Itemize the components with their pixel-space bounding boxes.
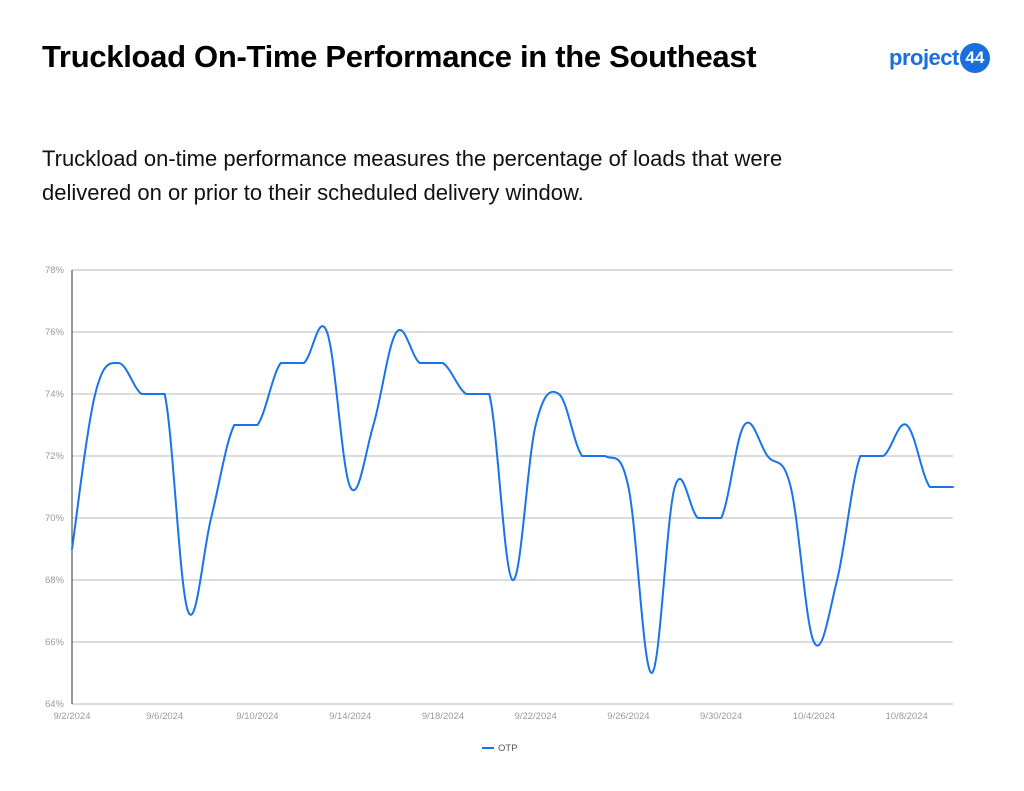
y-tick-label: 64%	[45, 699, 65, 710]
y-axis: 64% 66% 68% 70% 72% 74% 76% 78%	[45, 265, 73, 710]
y-tick-label: 70%	[45, 513, 65, 524]
legend-label: OTP	[498, 743, 518, 754]
y-tick-label: 76%	[45, 327, 65, 338]
grid-lines	[72, 269, 953, 705]
x-axis: 9/2/2024 9/6/2024 9/10/2024 9/14/2024 9/18/2…	[54, 711, 928, 722]
x-tick-label: 10/8/2024	[885, 711, 927, 722]
x-tick-label: 9/2/2024	[54, 711, 91, 722]
x-tick-label: 10/4/2024	[793, 711, 835, 722]
x-tick-label: 9/10/2024	[236, 711, 278, 722]
otp-line-chart: 64% 66% 68% 70% 72% 74% 76% 78% 9/2/2024 9/6/202…	[45, 265, 954, 754]
x-tick-label: 9/18/2024	[422, 711, 464, 722]
x-tick-label: 9/14/2024	[329, 711, 371, 722]
page-title: Truckload On-Time Performance in the Sou…	[42, 39, 757, 74]
y-tick-label: 66%	[45, 637, 65, 648]
logo-text: project	[889, 45, 959, 70]
logo-badge: 44	[959, 43, 990, 73]
project44-logo: project 44	[889, 42, 990, 74]
series-line-otp	[71, 325, 954, 674]
x-tick-label: 9/26/2024	[607, 711, 649, 722]
y-tick-label: 68%	[45, 575, 65, 586]
legend: OTP	[482, 743, 518, 754]
y-tick-label: 78%	[45, 265, 65, 276]
x-tick-label: 9/30/2024	[700, 711, 742, 722]
y-tick-label: 72%	[45, 451, 65, 462]
x-tick-label: 9/6/2024	[146, 711, 183, 722]
series-layer	[71, 325, 954, 674]
page-subtitle: Truckload on-time performance measures t…	[42, 146, 783, 205]
y-tick-label: 74%	[45, 389, 65, 400]
x-tick-label: 9/22/2024	[515, 711, 557, 722]
